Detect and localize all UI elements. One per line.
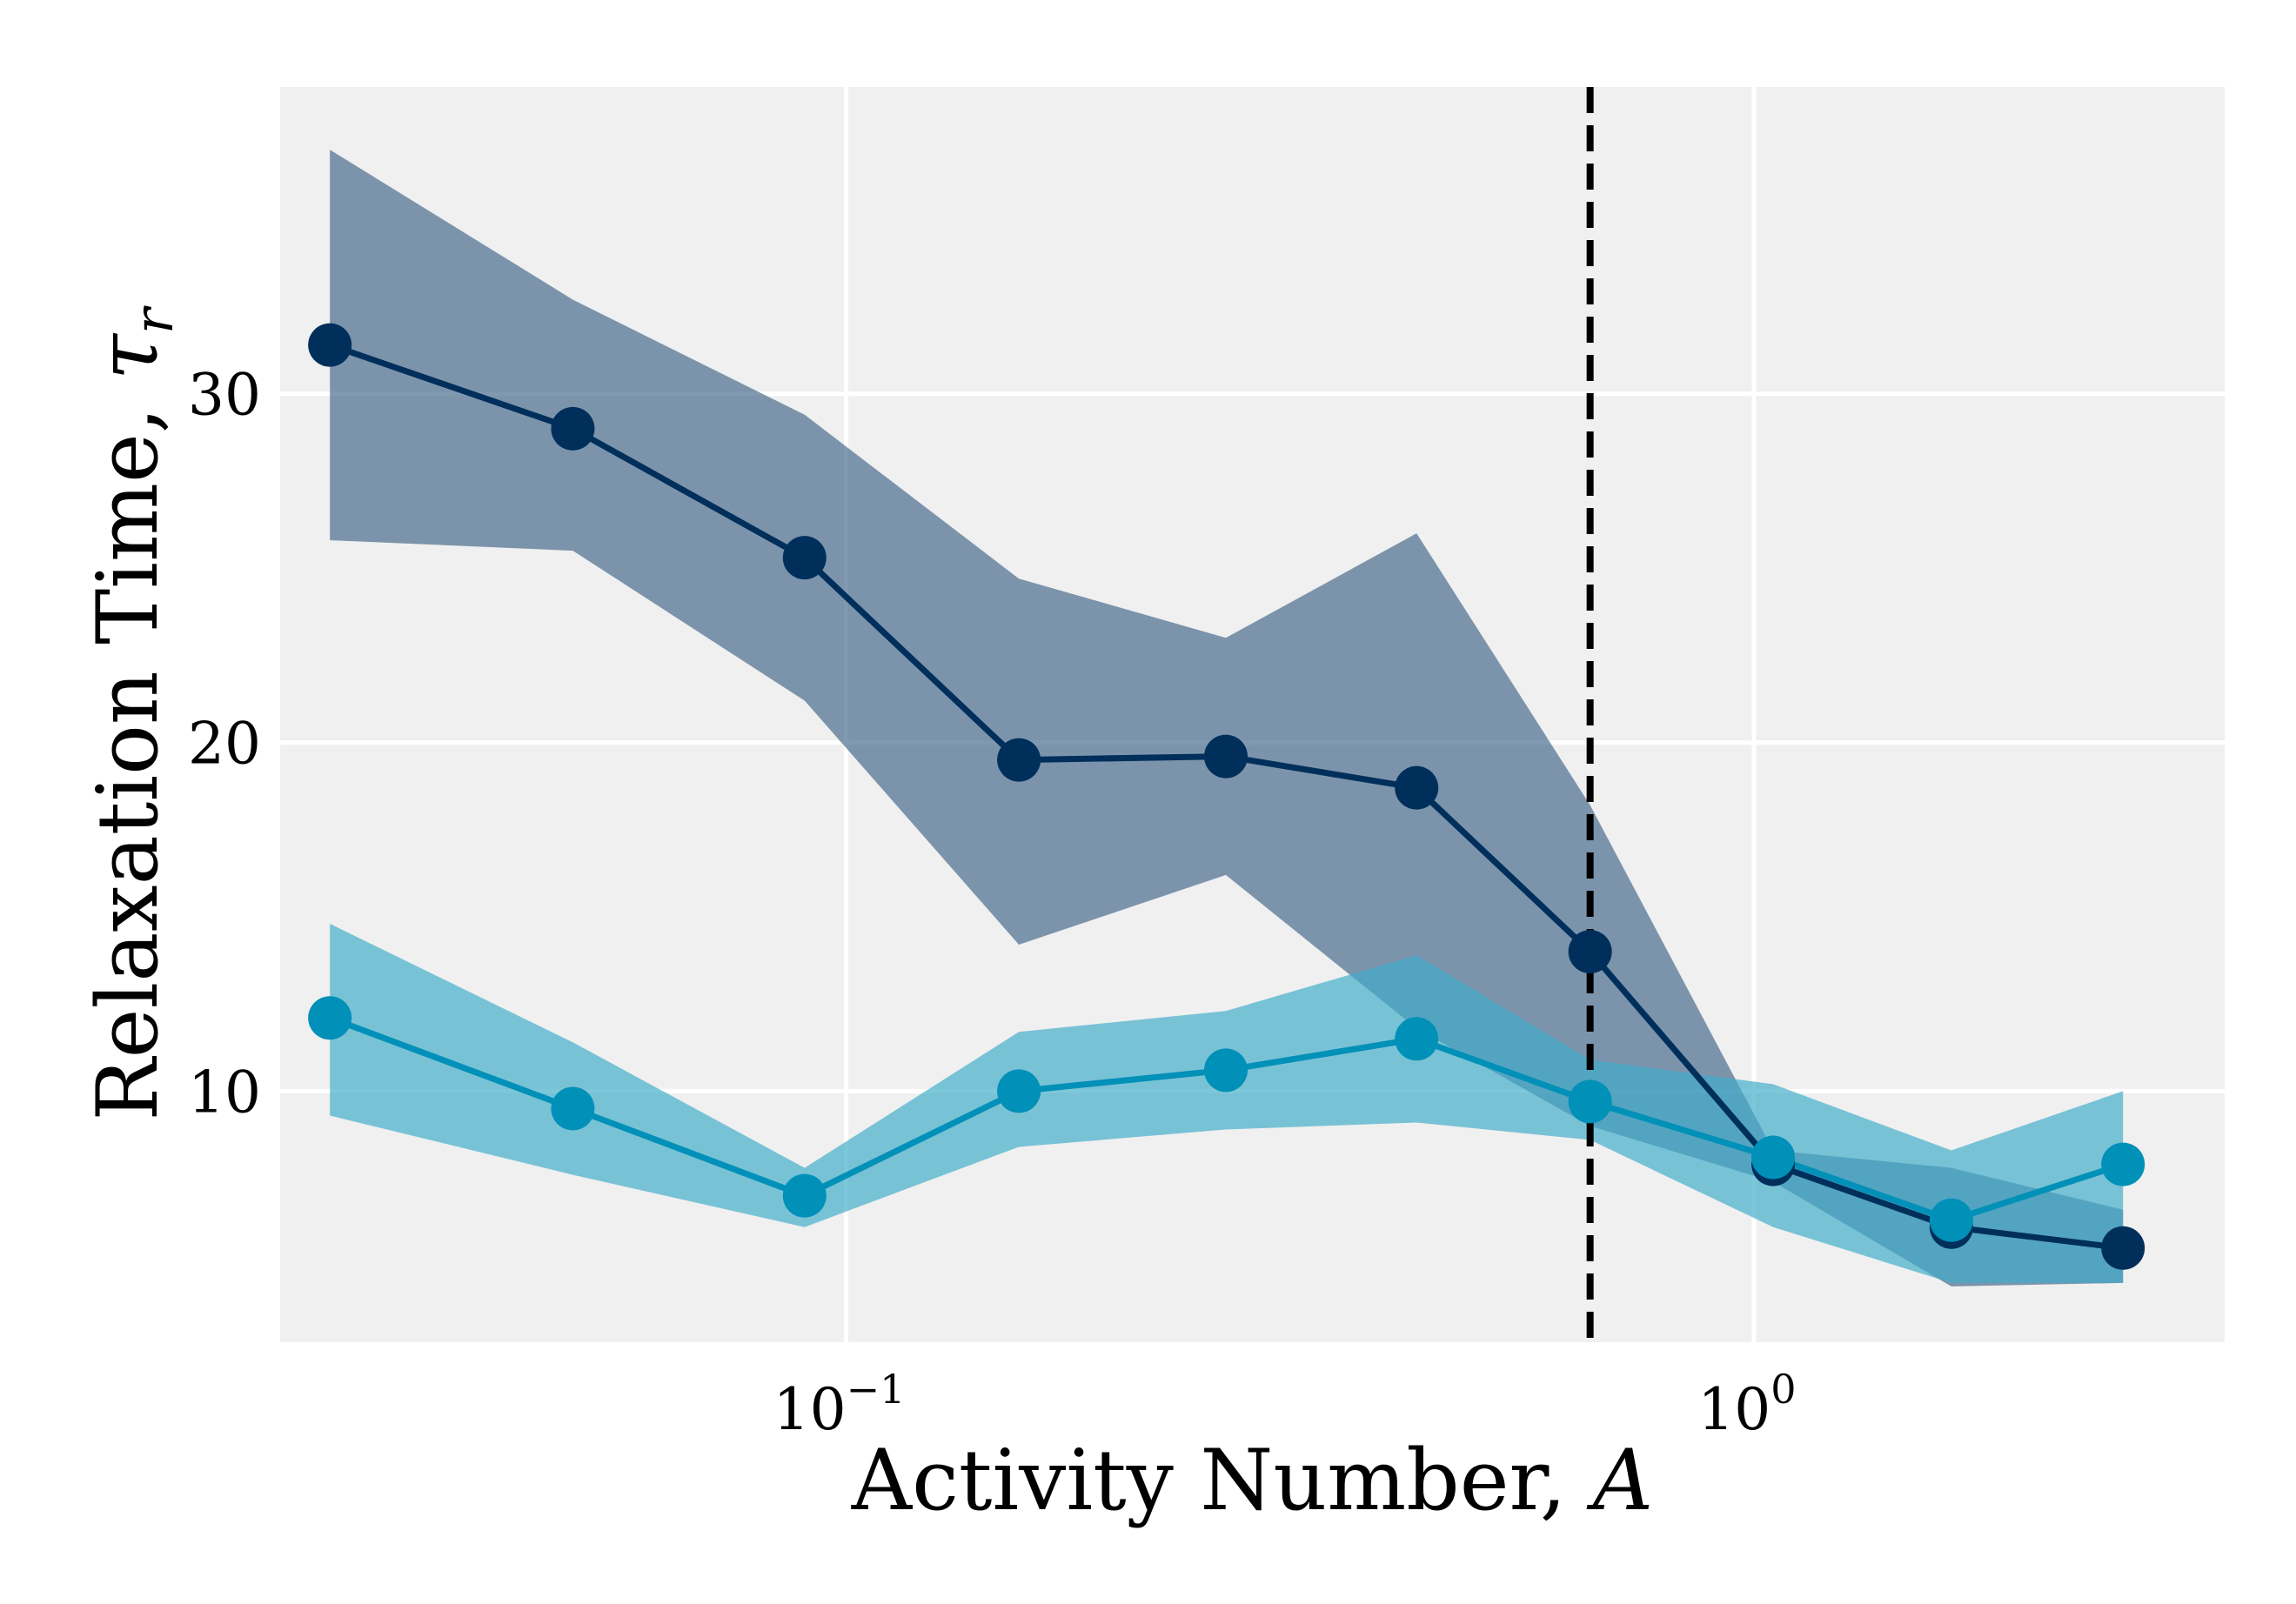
y-tick-label: 20 (188, 711, 261, 778)
x-tick-label: 10−1 (773, 1366, 906, 1443)
y-tick-label: 30 (188, 362, 261, 429)
series-1-point (1395, 765, 1439, 810)
series-1-point (1568, 930, 1612, 974)
confidence-bands (330, 150, 2124, 1287)
series-2-point (1203, 1048, 1248, 1093)
series-2-point (1395, 1017, 1439, 1061)
y-tick-label: 10 (188, 1059, 261, 1126)
confidence-band-2 (330, 924, 2124, 1283)
y-tick-labels: 10 20 30 (188, 362, 261, 1126)
series-2-point (551, 1086, 595, 1131)
x-tick-label: 100 (1697, 1366, 1796, 1443)
series-1-point (551, 406, 595, 451)
series-1-point (1203, 734, 1248, 779)
series-2-point (782, 1173, 827, 1218)
series-2-point (2101, 1142, 2145, 1186)
x-axis-label-symbol: A (1586, 1432, 1653, 1529)
series-line-1 (329, 342, 2124, 1252)
x-tick-base: 10 (1697, 1376, 1771, 1443)
series-1-point (782, 536, 827, 580)
series-1-point (308, 323, 352, 367)
y-axis-label-text: Relaxation Time, (79, 380, 177, 1120)
series-1-point (997, 738, 1041, 782)
series-2-point (997, 1069, 1041, 1113)
x-tick-labels: 10−1 100 (773, 1366, 1797, 1443)
series-lines (328, 342, 2125, 1252)
series-2-point (308, 996, 352, 1040)
series-line-2 (328, 1014, 2125, 1224)
series-1-point (2101, 1226, 2145, 1270)
series-2-point (1568, 1079, 1612, 1124)
series-2-point (1929, 1198, 1973, 1242)
x-axis-label-text: Activity Number, (851, 1432, 1593, 1529)
confidence-band-1 (330, 150, 2124, 1287)
x-tick-exponent: 0 (1771, 1366, 1796, 1413)
x-axis-label: Activity Number, A (851, 1432, 1653, 1529)
x-tick-base: 10 (773, 1376, 847, 1443)
series-2-point (1751, 1135, 1796, 1180)
y-axis-label: Relaxation Time, τr (79, 305, 185, 1121)
x-tick-exponent: −1 (847, 1366, 906, 1413)
y-axis-label-subscript: r (122, 305, 185, 334)
y-axis-label-symbol: τ (79, 332, 177, 380)
series-markers (308, 323, 2145, 1270)
